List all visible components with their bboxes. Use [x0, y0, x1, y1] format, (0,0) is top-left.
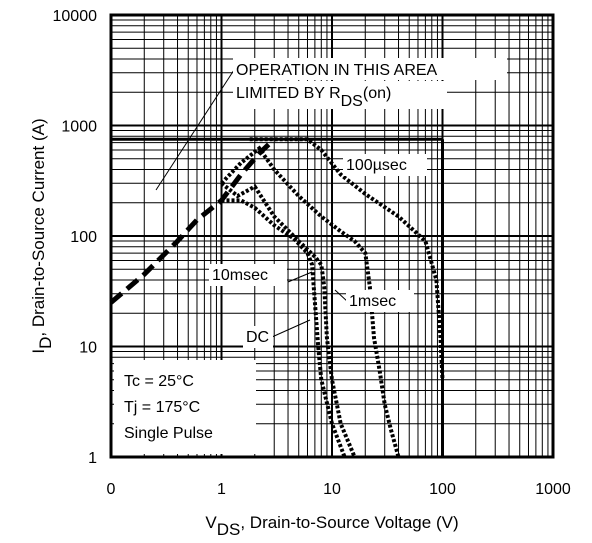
condition-tj: Tj = 175°C [124, 399, 200, 416]
label-bg-1msec [346, 290, 414, 312]
x-axis-title-rest: , Drain-to-Source Voltage (V) [240, 513, 458, 532]
y-axis-title-sub: D [36, 337, 55, 349]
y-tick-labels: 1 10 100 1000 10000 [53, 8, 98, 467]
y-tick-label: 1 [88, 450, 97, 467]
x-tick-label: 100 [429, 481, 456, 498]
plot-frame [109, 13, 555, 459]
area-label-line2-rest: (on) [363, 85, 391, 102]
rdson-limit-curve [109, 137, 276, 305]
label-10msec: 10msec [212, 267, 268, 284]
x-tick-label: 1000 [535, 481, 571, 498]
label-bg-100usec [343, 154, 427, 176]
x-tick-label: 10 [323, 481, 341, 498]
leader-area-label [155, 69, 235, 191]
area-label-line2-main: LIMITED BY R [236, 85, 341, 102]
condition-pulse: Single Pulse [124, 425, 213, 442]
label-100usec: 100µsec [346, 157, 407, 174]
area-label-line2: LIMITED BY RDS(on) [236, 85, 391, 110]
leader-dc [271, 319, 311, 338]
y-axis-title-rest: , Drain-to-Source Current (A) [29, 118, 48, 336]
y-tick-label: 10 [79, 340, 97, 357]
label-bg-10msec [209, 264, 287, 286]
curve-100usec [249, 137, 445, 380]
curve-1msec [220, 145, 401, 458]
curve-dc [221, 198, 347, 458]
condition-tc: Tc = 25°C [124, 373, 194, 390]
y-tick-label: 10000 [53, 8, 98, 25]
x-axis-title: VDS, Drain-to-Source Voltage (V) [205, 513, 458, 539]
label-bg-dc [243, 326, 273, 348]
label-dc: DC [246, 329, 269, 346]
area-label-line1: OPERATION IN THIS AREA [236, 62, 438, 79]
annotations [155, 58, 507, 348]
x-axis-title-main: V [205, 513, 217, 532]
area-label-line2-sub: DS [341, 93, 363, 110]
label-bg-area-2 [233, 81, 447, 109]
x-tick-label: 0 [107, 481, 116, 498]
x-axis-title-sub: DS [217, 520, 241, 539]
y-axis-title: ID, Drain-to-Source Current (A) [29, 118, 55, 353]
leader-1msec [334, 289, 349, 303]
x-tick-label: 1 [217, 481, 226, 498]
soa-curves [109, 137, 445, 458]
y-tick-label: 100 [70, 229, 97, 246]
x-tick-labels: 0 1 10 100 1000 [107, 481, 571, 498]
y-axis-title-main: I [29, 349, 48, 354]
curve-10msec [220, 181, 357, 458]
leader-10msec [287, 271, 313, 283]
label-bg-area-1 [233, 58, 507, 80]
y-tick-label: 1000 [61, 119, 97, 136]
label-1msec: 1msec [349, 293, 396, 310]
conditions-box [114, 360, 256, 454]
